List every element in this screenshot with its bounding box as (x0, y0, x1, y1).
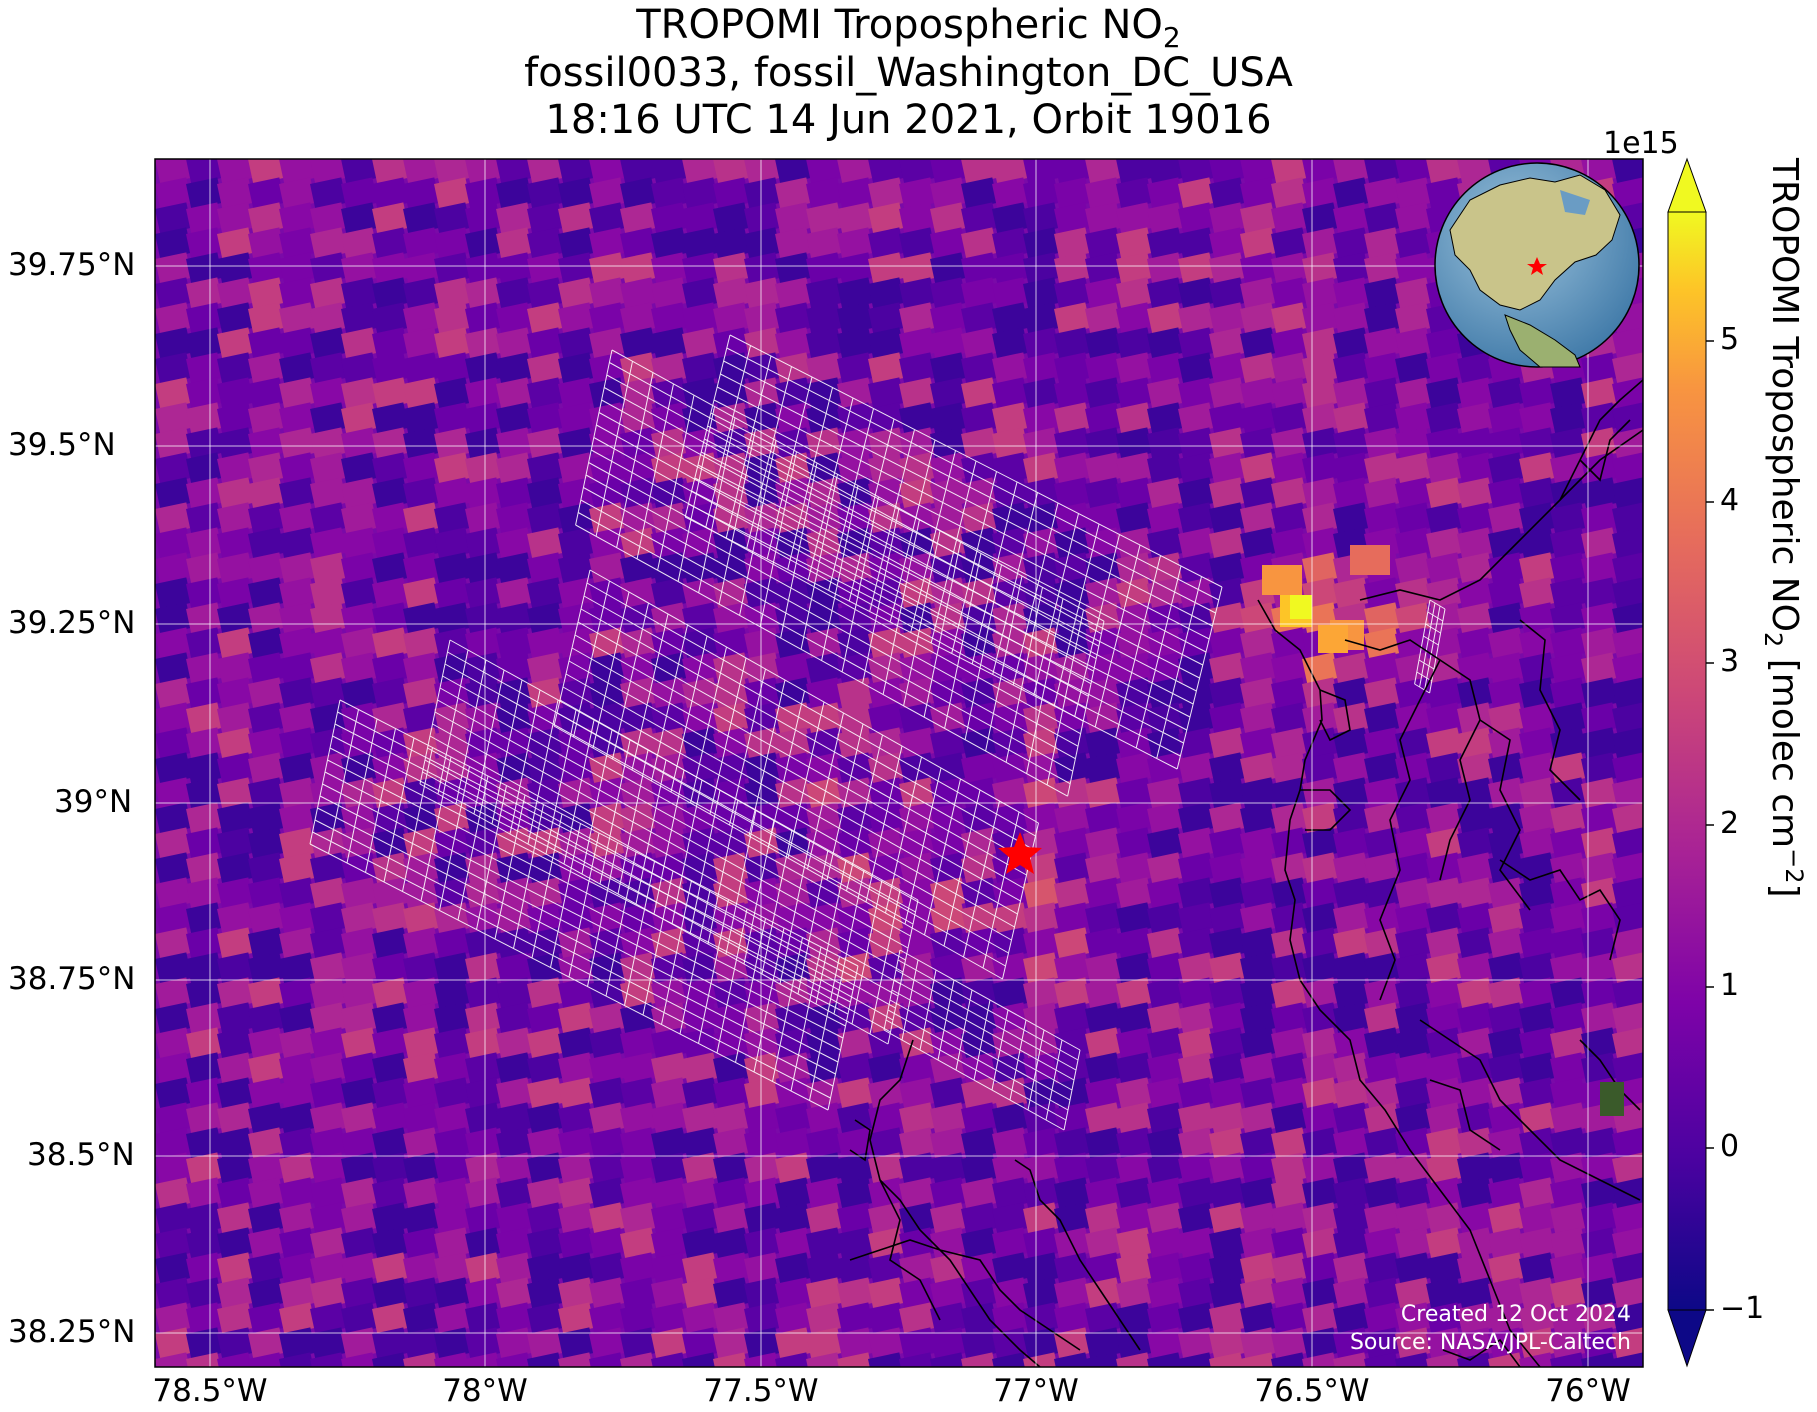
inset-globe (1434, 162, 1640, 368)
colorbar (1667, 157, 1714, 1368)
map-frame (154, 158, 1644, 1368)
gridlines (155, 159, 1643, 1367)
lat-label: 39°N (54, 784, 133, 820)
lat-label: 39.25°N (8, 605, 136, 641)
lon-label: 78°W (442, 1373, 528, 1409)
title-line-2: fossil0033, fossil_Washington_DC_USA (524, 50, 1293, 96)
colorbar-tick: 4 (1720, 483, 1740, 518)
target-star-marker (998, 832, 1042, 874)
lon-label: 76°W (1545, 1373, 1631, 1409)
colorbar-tick: −1 (1720, 1291, 1765, 1326)
colorbar-label: TROPOMI Tropospheric NO2 [molec cm−2] (1759, 158, 1808, 898)
colorbar-exponent: 1e15 (1603, 126, 1679, 161)
title-line-1: TROPOMI Tropospheric NO2 (0, 2, 1817, 61)
land-patch (1600, 1082, 1624, 1116)
colorbar-tick: 1 (1720, 968, 1740, 1003)
lon-label: 78.5°W (152, 1373, 268, 1409)
observation-swaths (309, 334, 1446, 1131)
title-text: TROPOMI Tropospheric NO (636, 2, 1163, 48)
colorbar-tick: 3 (1720, 644, 1740, 679)
colorbar-label-end: ] (1764, 883, 1805, 898)
colorbar-label-units: [molec cm (1764, 647, 1805, 849)
inset-star-marker (1527, 257, 1547, 275)
lon-label: 77°W (993, 1373, 1079, 1409)
created-date: Created 12 Oct 2024 (1400, 1302, 1631, 1327)
colorbar-tick: 2 (1720, 806, 1740, 841)
colorbar-label-sub: 2 (1758, 632, 1787, 648)
colorbar-tick: 5 (1720, 322, 1740, 357)
lat-label: 38.75°N (8, 961, 136, 997)
lat-label: 38.5°N (27, 1137, 135, 1173)
title-line-3: 18:16 UTC 14 Jun 2021, Orbit 19016 (545, 97, 1272, 143)
lon-label: 77.5°W (703, 1373, 819, 1409)
coastline (849, 379, 1643, 1367)
no2-pixel-layer (155, 159, 1643, 1367)
lat-label: 39.75°N (8, 247, 136, 283)
colorbar-label-sup: −2 (1780, 848, 1808, 884)
lon-label: 76.5°W (1254, 1373, 1370, 1409)
title-subscript: 2 (1162, 21, 1181, 54)
source-credit: Source: NASA/JPL-Caltech (1349, 1330, 1631, 1355)
lat-label: 39.5°N (8, 427, 116, 463)
lat-label: 38.25°N (8, 1314, 136, 1350)
colorbar-label-main: TROPOMI Tropospheric NO (1764, 158, 1805, 632)
colorbar-tick: 0 (1720, 1129, 1740, 1164)
